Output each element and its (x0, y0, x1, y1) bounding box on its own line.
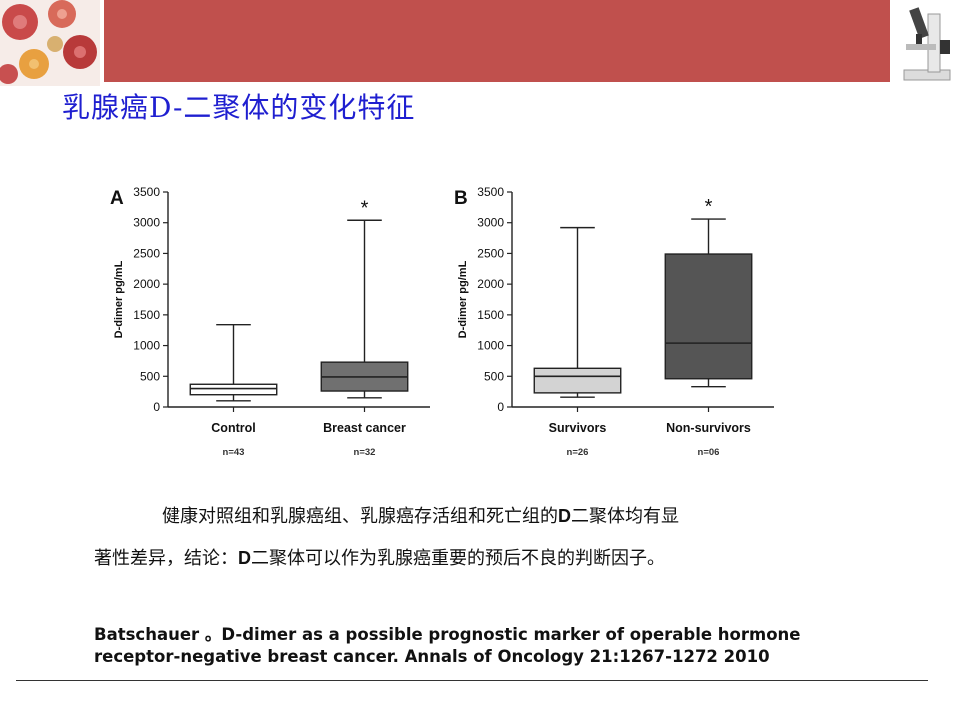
conclusion-line-1: 健康对照组和乳腺癌组、乳腺癌存活组和死亡组的D二聚体均有显 (162, 502, 679, 528)
microscope-icon (903, 7, 951, 81)
y-tick-label: 500 (140, 369, 160, 383)
x-tick-label: Non-survivors (666, 421, 751, 435)
significance-star: * (705, 196, 713, 218)
box-survivors (533, 367, 622, 394)
citation-line-2: receptor-negative breast cancer. Annals … (94, 647, 770, 666)
conclusion-text: 健康对照组和乳腺癌组、乳腺癌存活组和死亡组的 (162, 506, 558, 527)
header-banner (104, 0, 890, 82)
y-tick-label: 1500 (477, 308, 504, 322)
y-tick-label: 1000 (477, 339, 504, 353)
y-axis-label: D-dimer pg/mL (113, 260, 125, 338)
conclusion-text-bold: D (558, 506, 571, 526)
y-tick-label: 1000 (133, 339, 160, 353)
x-tick-label: Breast cancer (323, 421, 406, 435)
page-title: 乳腺癌D-二聚体的变化特征 (62, 91, 416, 124)
conclusion-line-2: 著性差异，结论：D二聚体可以作为乳腺癌重要的预后不良的判断因子。 (94, 544, 665, 570)
footer-rule (16, 680, 928, 681)
x-tick-label: Control (211, 421, 255, 435)
microscope-image (890, 0, 960, 86)
citation-line-1: Batschauer 。D-dimer as a possible progno… (94, 625, 801, 644)
box-control (189, 383, 278, 396)
y-axis-label: D-dimer pg/mL (457, 260, 469, 338)
y-tick-label: 3500 (477, 185, 504, 199)
conclusion-text: 二聚体均有显 (571, 506, 679, 527)
sample-size-label: n=43 (223, 447, 245, 458)
blood-cells-icon (0, 0, 97, 84)
conclusion-text: 著性差异，结论： (94, 548, 238, 569)
sample-size-label: n=26 (567, 447, 589, 458)
blood-cells-image (0, 0, 100, 86)
y-tick-label: 2000 (133, 277, 160, 291)
panel-label: B (454, 188, 468, 209)
sample-size-label: n=06 (698, 447, 720, 458)
box-non-survivors (664, 253, 753, 380)
sample-size-label: n=32 (354, 447, 376, 458)
y-tick-label: 2000 (477, 277, 504, 291)
y-tick-label: 3000 (133, 216, 160, 230)
y-tick-label: 2500 (133, 246, 160, 260)
x-tick-label: Survivors (549, 421, 607, 435)
y-tick-label: 0 (153, 400, 160, 414)
y-tick-label: 1500 (133, 308, 160, 322)
y-tick-label: 0 (497, 400, 504, 414)
conclusion-text-bold: D (238, 548, 251, 568)
citation: Batschauer 。D-dimer as a possible progno… (94, 624, 801, 668)
y-tick-label: 2500 (477, 246, 504, 260)
y-tick-label: 3000 (477, 216, 504, 230)
chart-panel-b: B D-dimer pg/mL 0 500 1000 1500 2000 2500 3000 35… (454, 185, 774, 458)
y-tick-label: 3500 (133, 185, 160, 199)
significance-star: * (361, 197, 369, 219)
panel-label: A (110, 188, 124, 209)
conclusion-text: 二聚体可以作为乳腺癌重要的预后不良的判断因子。 (251, 548, 665, 569)
y-tick-label: 500 (484, 369, 504, 383)
chart-panel-a: A D-dimer pg/mL 0 500 1000 1500 2000 2500 3000 35… (110, 185, 430, 458)
